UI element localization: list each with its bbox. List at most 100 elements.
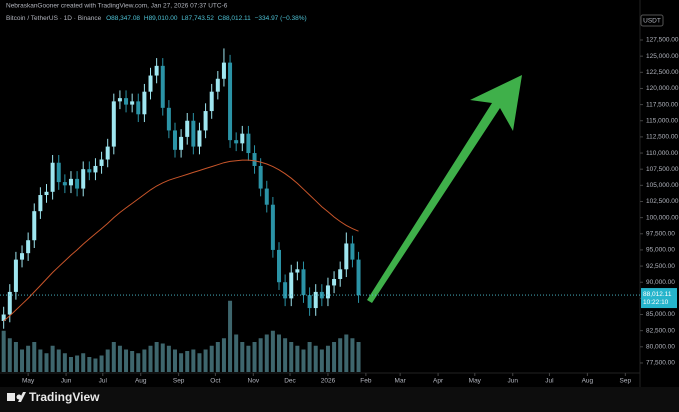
candle-body <box>295 269 300 273</box>
y-tick-label: 112,500.00 <box>646 134 678 141</box>
volume-bar <box>332 342 337 372</box>
candle-body <box>252 153 257 166</box>
volume-bar <box>307 342 312 372</box>
candle-body <box>105 146 110 160</box>
volume-bar <box>13 342 18 372</box>
candle-body <box>301 269 306 296</box>
x-tick-label: 2026 <box>321 378 336 385</box>
candle-body <box>270 204 275 250</box>
candle-body <box>56 162 61 183</box>
volume-bar <box>124 349 129 372</box>
volume-bar <box>240 342 245 372</box>
volume-bar <box>26 345 31 372</box>
y-tick-label: 122,500.00 <box>646 69 679 76</box>
candle-body <box>87 169 92 173</box>
candle-body <box>350 243 355 260</box>
arrow-annotation <box>367 75 522 303</box>
candle-body <box>228 62 233 141</box>
volume-bar <box>215 342 220 372</box>
candle-body <box>307 295 312 309</box>
volume-bar <box>68 357 73 372</box>
volume-bar <box>32 342 37 372</box>
volume-bar <box>234 334 239 372</box>
volume-bar <box>50 345 55 372</box>
y-tick-label: 110,000.00 <box>646 150 678 157</box>
ohlc: −334.97 (−0.38%) <box>255 15 307 22</box>
candle-body <box>136 101 141 115</box>
volume-bar <box>289 342 294 372</box>
candle-body <box>283 282 288 299</box>
logo-mark <box>7 393 15 401</box>
candle-body <box>258 165 263 189</box>
candle-body <box>240 133 245 144</box>
candle-body <box>166 107 171 131</box>
candle-body <box>154 65 159 76</box>
brand: TradingView <box>29 390 100 404</box>
brand-logo <box>7 392 26 402</box>
footer <box>0 387 679 412</box>
candle-body <box>277 249 282 283</box>
volume-layer <box>1 300 361 372</box>
volume-bar <box>191 349 196 372</box>
volume-bar <box>1 330 6 372</box>
candle-body <box>7 291 12 315</box>
y-tick-label: 92,500.00 <box>646 263 675 270</box>
volume-bar <box>142 349 147 372</box>
candle-body <box>234 140 239 144</box>
candle-body <box>93 165 98 173</box>
y-tick-label: 97,500.00 <box>646 230 675 237</box>
candle-body <box>289 272 294 299</box>
last-price-label: 88,012.11 <box>643 291 672 298</box>
symbol-legend: Bitcoin / TetherUS · 1D · Binance O88,34… <box>6 15 307 22</box>
candle-body <box>99 159 104 166</box>
volume-bar <box>264 334 269 372</box>
volume-bar <box>277 334 282 372</box>
candle-body <box>50 162 55 192</box>
y-tick-label: 100,000.00 <box>646 214 679 221</box>
y-tick-label: 102,500.00 <box>646 198 679 205</box>
candle-body <box>20 253 25 260</box>
volume-bar <box>252 342 257 372</box>
volume-bar <box>160 343 165 372</box>
x-tick-label: Aug <box>582 378 594 385</box>
y-tick-label: 80,000.00 <box>646 344 675 351</box>
candle-body <box>191 120 196 147</box>
currency: USDT <box>643 18 661 25</box>
price-layer <box>1 48 361 329</box>
candle-body <box>117 98 122 102</box>
volume-bar <box>344 334 349 372</box>
candle-body <box>62 182 67 186</box>
candle-body <box>246 133 251 154</box>
candle-body <box>338 269 343 279</box>
candle-body <box>344 243 349 270</box>
x-tick-label: Jul <box>99 378 108 385</box>
volume-bar <box>99 355 104 372</box>
volume-bar <box>301 349 306 372</box>
volume-bar <box>258 338 263 372</box>
candle-body <box>332 278 337 286</box>
volume-bar <box>7 338 12 372</box>
x-tick-label: Aug <box>135 378 147 385</box>
volume-bar <box>319 349 324 372</box>
candle-body <box>32 211 37 241</box>
volume-bar <box>295 345 300 372</box>
volume-bar <box>166 345 171 372</box>
countdown: 10:22:10 <box>643 299 669 306</box>
candle-body <box>26 240 31 254</box>
volume-bar <box>338 338 343 372</box>
x-tick-label: May <box>469 378 482 385</box>
candle-body <box>215 78 220 92</box>
volume-bar <box>356 342 361 372</box>
candle-body <box>111 101 116 147</box>
volume-bar <box>221 338 226 372</box>
candle-body <box>44 191 49 196</box>
candle-body <box>1 314 6 321</box>
volume-bar <box>111 342 116 372</box>
candle-body <box>148 75 153 92</box>
volume-bar <box>20 349 25 372</box>
candle-body <box>38 195 43 212</box>
x-tick-label: Nov <box>248 378 260 385</box>
candle-body <box>221 62 226 79</box>
volume-bar <box>117 345 122 372</box>
